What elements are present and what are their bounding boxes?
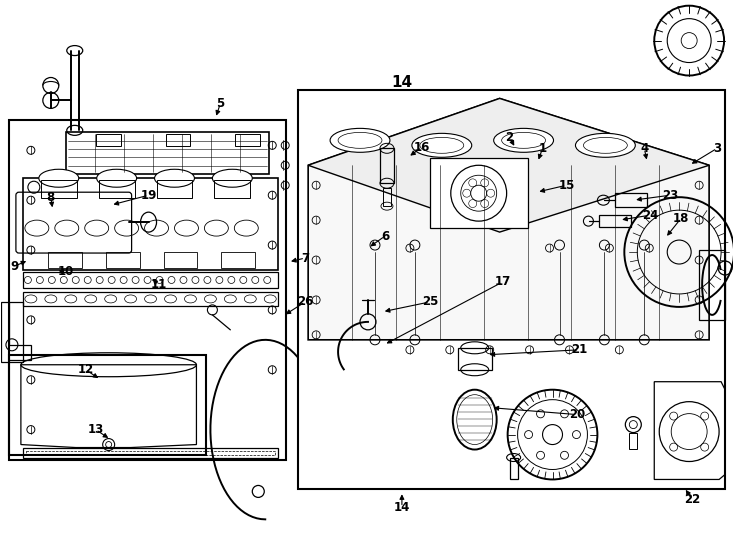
Text: 7: 7 bbox=[301, 252, 309, 265]
Text: 3: 3 bbox=[713, 142, 722, 155]
Bar bbox=[9, 120, 286, 460]
Text: 12: 12 bbox=[78, 363, 94, 376]
Text: 10: 10 bbox=[58, 266, 74, 279]
Bar bbox=[222, 252, 255, 268]
Text: 16: 16 bbox=[414, 141, 430, 154]
Bar bbox=[458, 348, 492, 370]
Bar bbox=[236, 134, 261, 146]
Text: 21: 21 bbox=[571, 343, 588, 356]
Bar bbox=[509, 457, 517, 480]
Text: 14: 14 bbox=[393, 501, 410, 514]
Text: 4: 4 bbox=[640, 142, 648, 155]
Ellipse shape bbox=[330, 129, 390, 152]
Ellipse shape bbox=[97, 169, 137, 187]
Bar bbox=[26, 450, 275, 455]
Bar bbox=[23, 448, 278, 457]
Text: 14: 14 bbox=[391, 75, 413, 90]
Ellipse shape bbox=[155, 169, 195, 187]
Ellipse shape bbox=[494, 129, 553, 152]
Text: 9: 9 bbox=[11, 260, 19, 273]
Bar bbox=[9, 355, 206, 455]
Bar bbox=[95, 134, 120, 146]
Text: 11: 11 bbox=[150, 279, 167, 292]
Text: 24: 24 bbox=[642, 208, 658, 221]
Ellipse shape bbox=[575, 133, 636, 157]
Bar bbox=[164, 252, 197, 268]
Bar bbox=[106, 252, 139, 268]
Text: 23: 23 bbox=[662, 188, 678, 202]
Bar bbox=[166, 134, 190, 146]
Ellipse shape bbox=[412, 133, 472, 157]
Text: 26: 26 bbox=[297, 295, 313, 308]
Bar bbox=[600, 215, 631, 227]
Text: 8: 8 bbox=[47, 191, 55, 204]
Bar bbox=[66, 132, 269, 174]
Bar bbox=[615, 193, 647, 207]
Text: 18: 18 bbox=[673, 212, 689, 225]
Text: 1: 1 bbox=[539, 142, 547, 155]
Bar bbox=[23, 272, 278, 288]
Text: 6: 6 bbox=[381, 230, 389, 242]
Text: 20: 20 bbox=[570, 408, 586, 421]
Bar bbox=[629, 433, 637, 449]
Ellipse shape bbox=[212, 169, 252, 187]
Text: 17: 17 bbox=[495, 275, 511, 288]
Polygon shape bbox=[308, 98, 709, 232]
Bar bbox=[1, 302, 23, 362]
Text: 15: 15 bbox=[559, 179, 575, 192]
Text: 13: 13 bbox=[87, 423, 103, 436]
Text: 22: 22 bbox=[684, 493, 700, 506]
Bar bbox=[298, 91, 725, 489]
Bar bbox=[23, 178, 278, 270]
Bar bbox=[41, 180, 77, 198]
Bar bbox=[23, 292, 278, 306]
Bar bbox=[383, 188, 391, 206]
Text: 19: 19 bbox=[140, 188, 157, 202]
Ellipse shape bbox=[39, 169, 79, 187]
Bar bbox=[48, 252, 81, 268]
Bar bbox=[156, 180, 192, 198]
Text: 5: 5 bbox=[217, 97, 225, 110]
Text: 25: 25 bbox=[421, 295, 438, 308]
Bar bbox=[380, 148, 394, 183]
Text: 2: 2 bbox=[506, 131, 514, 144]
Bar bbox=[214, 180, 250, 198]
Bar bbox=[98, 180, 134, 198]
Polygon shape bbox=[430, 158, 528, 228]
Polygon shape bbox=[308, 98, 709, 340]
